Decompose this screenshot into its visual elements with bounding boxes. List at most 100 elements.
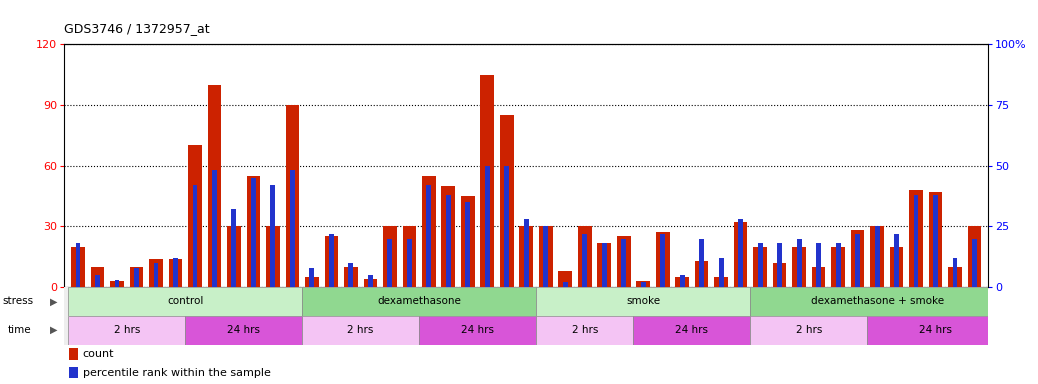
Bar — [816, 243, 821, 287]
Bar — [251, 178, 255, 287]
Bar — [185, 316, 302, 344]
Text: 24 hrs: 24 hrs — [461, 325, 494, 335]
Bar — [383, 227, 397, 287]
Bar — [973, 238, 977, 287]
Bar — [69, 348, 78, 359]
Bar — [773, 263, 787, 287]
Bar — [758, 243, 763, 287]
Text: percentile rank within the sample: percentile rank within the sample — [83, 368, 271, 378]
Bar — [894, 233, 899, 287]
Bar — [633, 316, 750, 344]
Bar — [441, 186, 455, 287]
Bar — [309, 268, 315, 287]
Bar — [831, 247, 845, 287]
Text: 2 hrs: 2 hrs — [796, 325, 822, 335]
Bar — [302, 316, 419, 344]
Bar — [208, 84, 221, 287]
Bar — [329, 233, 334, 287]
Bar — [227, 227, 241, 287]
Bar — [427, 185, 431, 287]
Bar — [134, 268, 139, 287]
Bar — [69, 367, 78, 378]
Bar — [76, 243, 80, 287]
Bar — [851, 230, 865, 287]
Bar — [700, 238, 704, 287]
Bar — [461, 196, 474, 287]
Text: time: time — [7, 325, 31, 335]
Bar — [367, 275, 373, 287]
Bar — [913, 195, 919, 287]
Bar — [192, 185, 197, 287]
Bar — [694, 261, 709, 287]
Bar — [114, 280, 119, 287]
Bar — [325, 237, 338, 287]
Bar — [543, 227, 548, 287]
Bar — [792, 247, 805, 287]
Bar — [344, 267, 358, 287]
Bar — [168, 259, 183, 287]
Bar — [870, 227, 884, 287]
Bar — [539, 227, 552, 287]
Bar — [640, 282, 646, 287]
Bar — [582, 233, 588, 287]
Bar — [349, 263, 353, 287]
Bar — [909, 190, 923, 287]
Bar — [149, 259, 163, 287]
Bar — [536, 287, 750, 316]
Bar — [500, 115, 514, 287]
Bar — [636, 281, 650, 287]
Bar — [465, 202, 470, 287]
Bar — [110, 281, 124, 287]
Text: ▶: ▶ — [50, 325, 57, 335]
Bar — [422, 176, 436, 287]
Bar — [676, 277, 689, 287]
Text: count: count — [83, 349, 114, 359]
Bar — [69, 287, 302, 316]
Bar — [266, 227, 279, 287]
Bar — [602, 243, 606, 287]
Bar — [777, 243, 782, 287]
Bar — [714, 277, 728, 287]
Bar — [598, 243, 611, 287]
Text: 2 hrs: 2 hrs — [113, 325, 140, 335]
Text: 24 hrs: 24 hrs — [919, 325, 952, 335]
Bar — [617, 237, 630, 287]
Bar — [875, 227, 879, 287]
Bar — [750, 287, 1004, 316]
Bar — [419, 316, 536, 344]
Text: smoke: smoke — [626, 296, 660, 306]
Bar — [290, 170, 295, 287]
Bar — [836, 243, 841, 287]
Bar — [933, 195, 938, 287]
Bar — [271, 185, 275, 287]
Bar — [481, 74, 494, 287]
Text: ▶: ▶ — [50, 296, 57, 306]
Bar — [622, 238, 626, 287]
Bar — [578, 227, 592, 287]
Bar — [890, 247, 903, 287]
Text: 24 hrs: 24 hrs — [227, 325, 261, 335]
Bar — [855, 233, 861, 287]
Bar — [95, 275, 100, 287]
Bar — [90, 267, 104, 287]
Bar — [563, 282, 568, 287]
Bar — [485, 166, 490, 287]
Bar — [154, 263, 159, 287]
Text: 2 hrs: 2 hrs — [572, 325, 598, 335]
Bar — [536, 316, 633, 344]
Text: dexamethasone + smoke: dexamethasone + smoke — [811, 296, 944, 306]
Bar — [285, 105, 299, 287]
Bar — [407, 238, 412, 287]
Text: 24 hrs: 24 hrs — [676, 325, 708, 335]
Bar — [660, 233, 665, 287]
Text: dexamethasone: dexamethasone — [377, 296, 461, 306]
Bar — [212, 170, 217, 287]
Bar — [558, 271, 572, 287]
Bar — [173, 258, 177, 287]
Bar — [302, 287, 536, 316]
Bar — [519, 227, 534, 287]
Bar — [967, 227, 981, 287]
Bar — [656, 232, 670, 287]
Bar — [680, 275, 685, 287]
Bar — [446, 195, 450, 287]
